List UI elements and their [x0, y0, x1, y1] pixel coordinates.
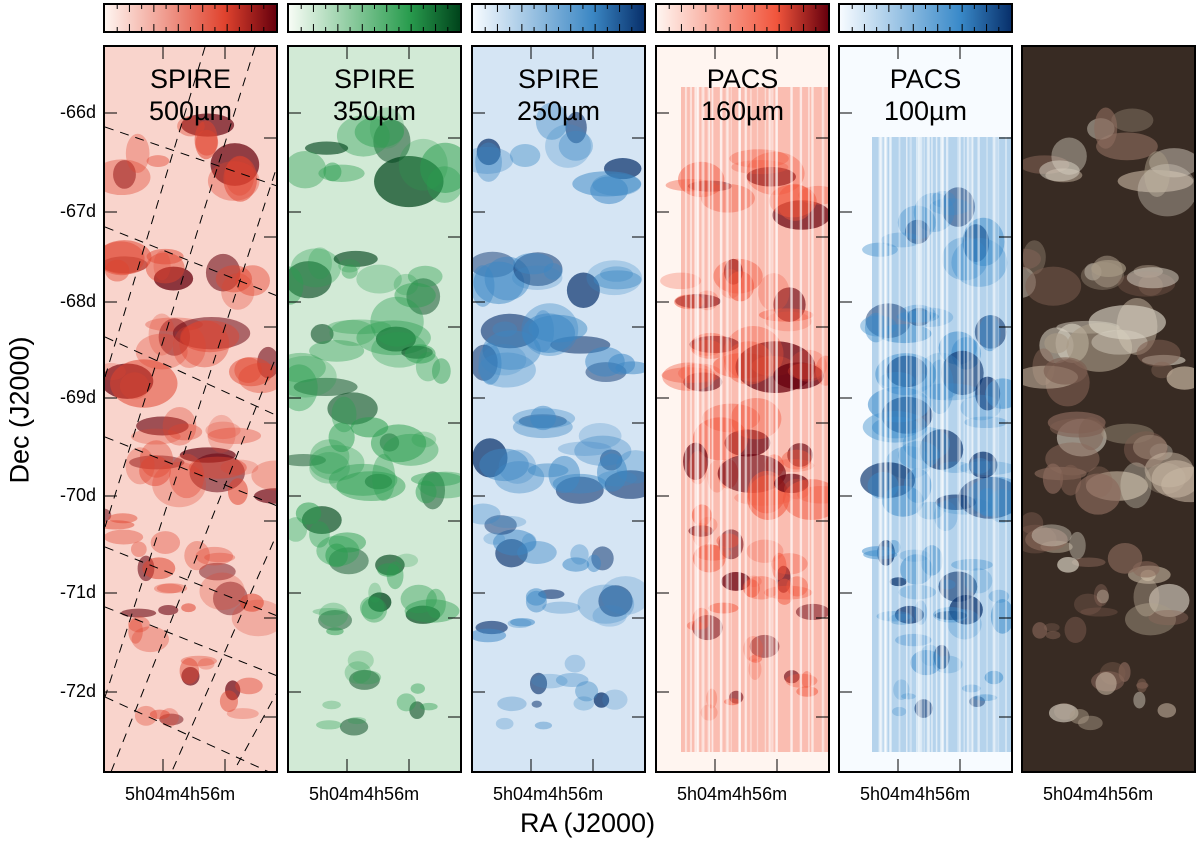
colorbar-1 [103, 3, 278, 33]
panel-instrument: PACS [889, 64, 962, 94]
ra-tick-label: 5h04m4h56m [860, 784, 971, 804]
panel-title-5: PACS 100µm [840, 63, 1011, 127]
map-image-2 [289, 47, 460, 771]
panel-wavelength: 350µm [332, 96, 417, 126]
ra-tick-label: 5h04m4h56m [677, 784, 788, 804]
map-image-3 [473, 47, 644, 771]
panel-title-3: SPIRE 250µm [473, 63, 644, 127]
panel-instrument: PACS [706, 64, 779, 94]
panel-wavelength: 160µm [700, 96, 785, 126]
dec-tick-label: -70d [59, 485, 96, 505]
x-axis-title: RA (J2000) [520, 808, 656, 838]
map-image-4 [657, 47, 828, 771]
panel-instrument: SPIRE [333, 64, 416, 94]
colorbar-5 [838, 3, 1013, 33]
dec-tick-label: -66d [59, 102, 96, 122]
panel-instrument: SPIRE [149, 64, 232, 94]
map-panel-1: SPIRE 500µm [103, 45, 278, 773]
map-panel-3: SPIRE 250µm [471, 45, 646, 773]
panel-instrument: SPIRE [517, 64, 600, 94]
dec-tick-label: -67d [59, 201, 96, 221]
ra-tick-label: 5h04m4h56m [493, 784, 604, 804]
dec-tick-label: -71d [59, 582, 96, 602]
map-image-5 [840, 47, 1011, 771]
panel-title-2: SPIRE 350µm [289, 63, 460, 127]
map-panel-5: PACS 100µm [838, 45, 1013, 773]
colorbar-3 [471, 3, 646, 33]
map-image-1 [105, 47, 276, 771]
ra-tick-label: 5h04m4h56m [1043, 784, 1154, 804]
map-panel-2: SPIRE 350µm [287, 45, 462, 773]
map-image-6 [1023, 47, 1194, 771]
panel-title-1: SPIRE 500µm [105, 63, 276, 127]
y-axis-title: Dec (J2000) [4, 336, 35, 484]
dec-tick-label: -69d [59, 387, 96, 407]
colorbar-4 [655, 3, 830, 33]
panel-title-4: PACS 160µm [657, 63, 828, 127]
ra-tick-label: 5h04m4h56m [125, 784, 236, 804]
ra-tick-label: 5h04m4h56m [309, 784, 420, 804]
panel-wavelength: 250µm [516, 96, 601, 126]
dec-tick-label: -72d [59, 681, 96, 701]
map-panel-6 [1021, 45, 1196, 773]
panel-wavelength: 500µm [148, 96, 233, 126]
dec-tick-label: -68d [59, 291, 96, 311]
panel-wavelength: 100µm [883, 96, 968, 126]
map-panel-4: PACS 160µm [655, 45, 830, 773]
colorbar-2 [287, 3, 462, 33]
